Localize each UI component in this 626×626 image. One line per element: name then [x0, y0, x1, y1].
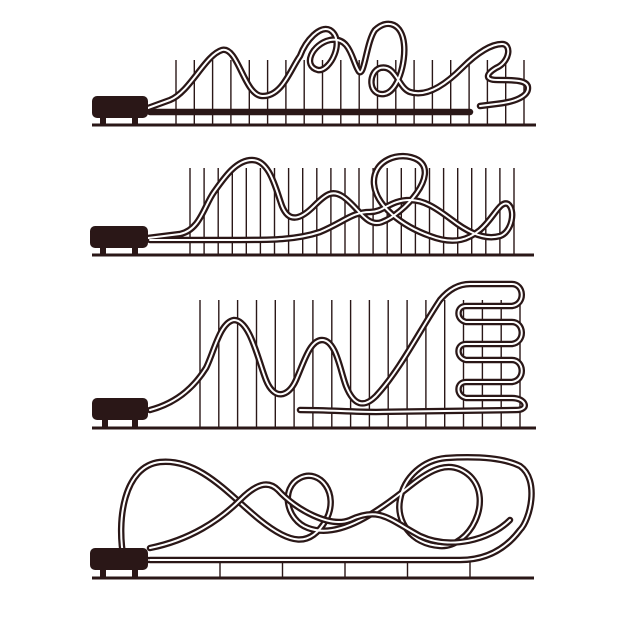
coaster-1-car: [92, 96, 148, 118]
coaster-4-track: [117, 454, 535, 564]
coaster-3-car: [92, 398, 148, 420]
coaster-3-track: [146, 280, 528, 416]
coaster-2: [90, 152, 534, 257]
coaster-2-track: [144, 152, 516, 244]
coaster-1: [92, 20, 536, 127]
coaster-4-car: [90, 548, 148, 570]
coaster-4: [90, 454, 535, 580]
coaster-2-car: [90, 226, 148, 248]
coaster-3: [92, 280, 536, 430]
coaster-1-track: [144, 20, 532, 116]
